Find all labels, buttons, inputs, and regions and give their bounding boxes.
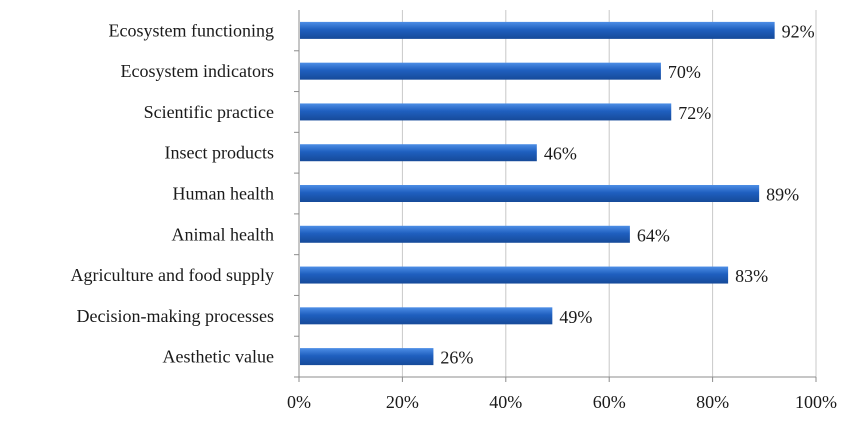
data-label: 26% <box>440 348 473 368</box>
bar <box>300 103 672 121</box>
category-label: Ecosystem indicators <box>121 61 274 81</box>
x-tick-label: 80% <box>696 392 729 412</box>
category-labels: Ecosystem functioning Ecosystem indicator… <box>71 20 274 366</box>
x-tick-label: 40% <box>489 392 522 412</box>
x-tick-labels: 0% 20% 40% 60% 80% 100% <box>287 392 837 412</box>
x-tick-label: 20% <box>386 392 419 412</box>
category-label: Agriculture and food supply <box>71 265 274 285</box>
value-labels: 92% 70% 72% 46% 89% 64% 83% 49% 26% <box>440 21 814 367</box>
axes <box>294 10 817 382</box>
data-label: 70% <box>668 62 701 82</box>
data-label: 72% <box>678 103 711 123</box>
category-label: Ecosystem functioning <box>109 20 274 40</box>
data-label: 46% <box>544 144 577 164</box>
bar <box>300 348 434 366</box>
bars <box>300 21 775 366</box>
category-label: Insect products <box>165 143 274 163</box>
category-label: Animal health <box>172 224 274 244</box>
category-label: Human health <box>173 184 274 204</box>
data-label: 89% <box>766 185 799 205</box>
data-label: 92% <box>782 21 815 41</box>
bar <box>300 144 537 162</box>
bar <box>300 307 553 325</box>
x-tick-label: 60% <box>593 392 626 412</box>
category-label: Decision-making processes <box>77 306 274 326</box>
bar <box>300 225 630 243</box>
x-tick-label: 0% <box>287 392 311 412</box>
data-label: 49% <box>559 307 592 327</box>
bar <box>300 62 661 80</box>
category-label: Scientific practice <box>144 102 274 122</box>
bar <box>300 185 760 202</box>
data-label: 83% <box>735 266 768 286</box>
x-tick-label: 100% <box>795 392 837 412</box>
bar <box>300 266 729 284</box>
data-label: 64% <box>637 225 670 245</box>
bar <box>300 21 775 39</box>
category-label: Aesthetic value <box>163 347 274 367</box>
